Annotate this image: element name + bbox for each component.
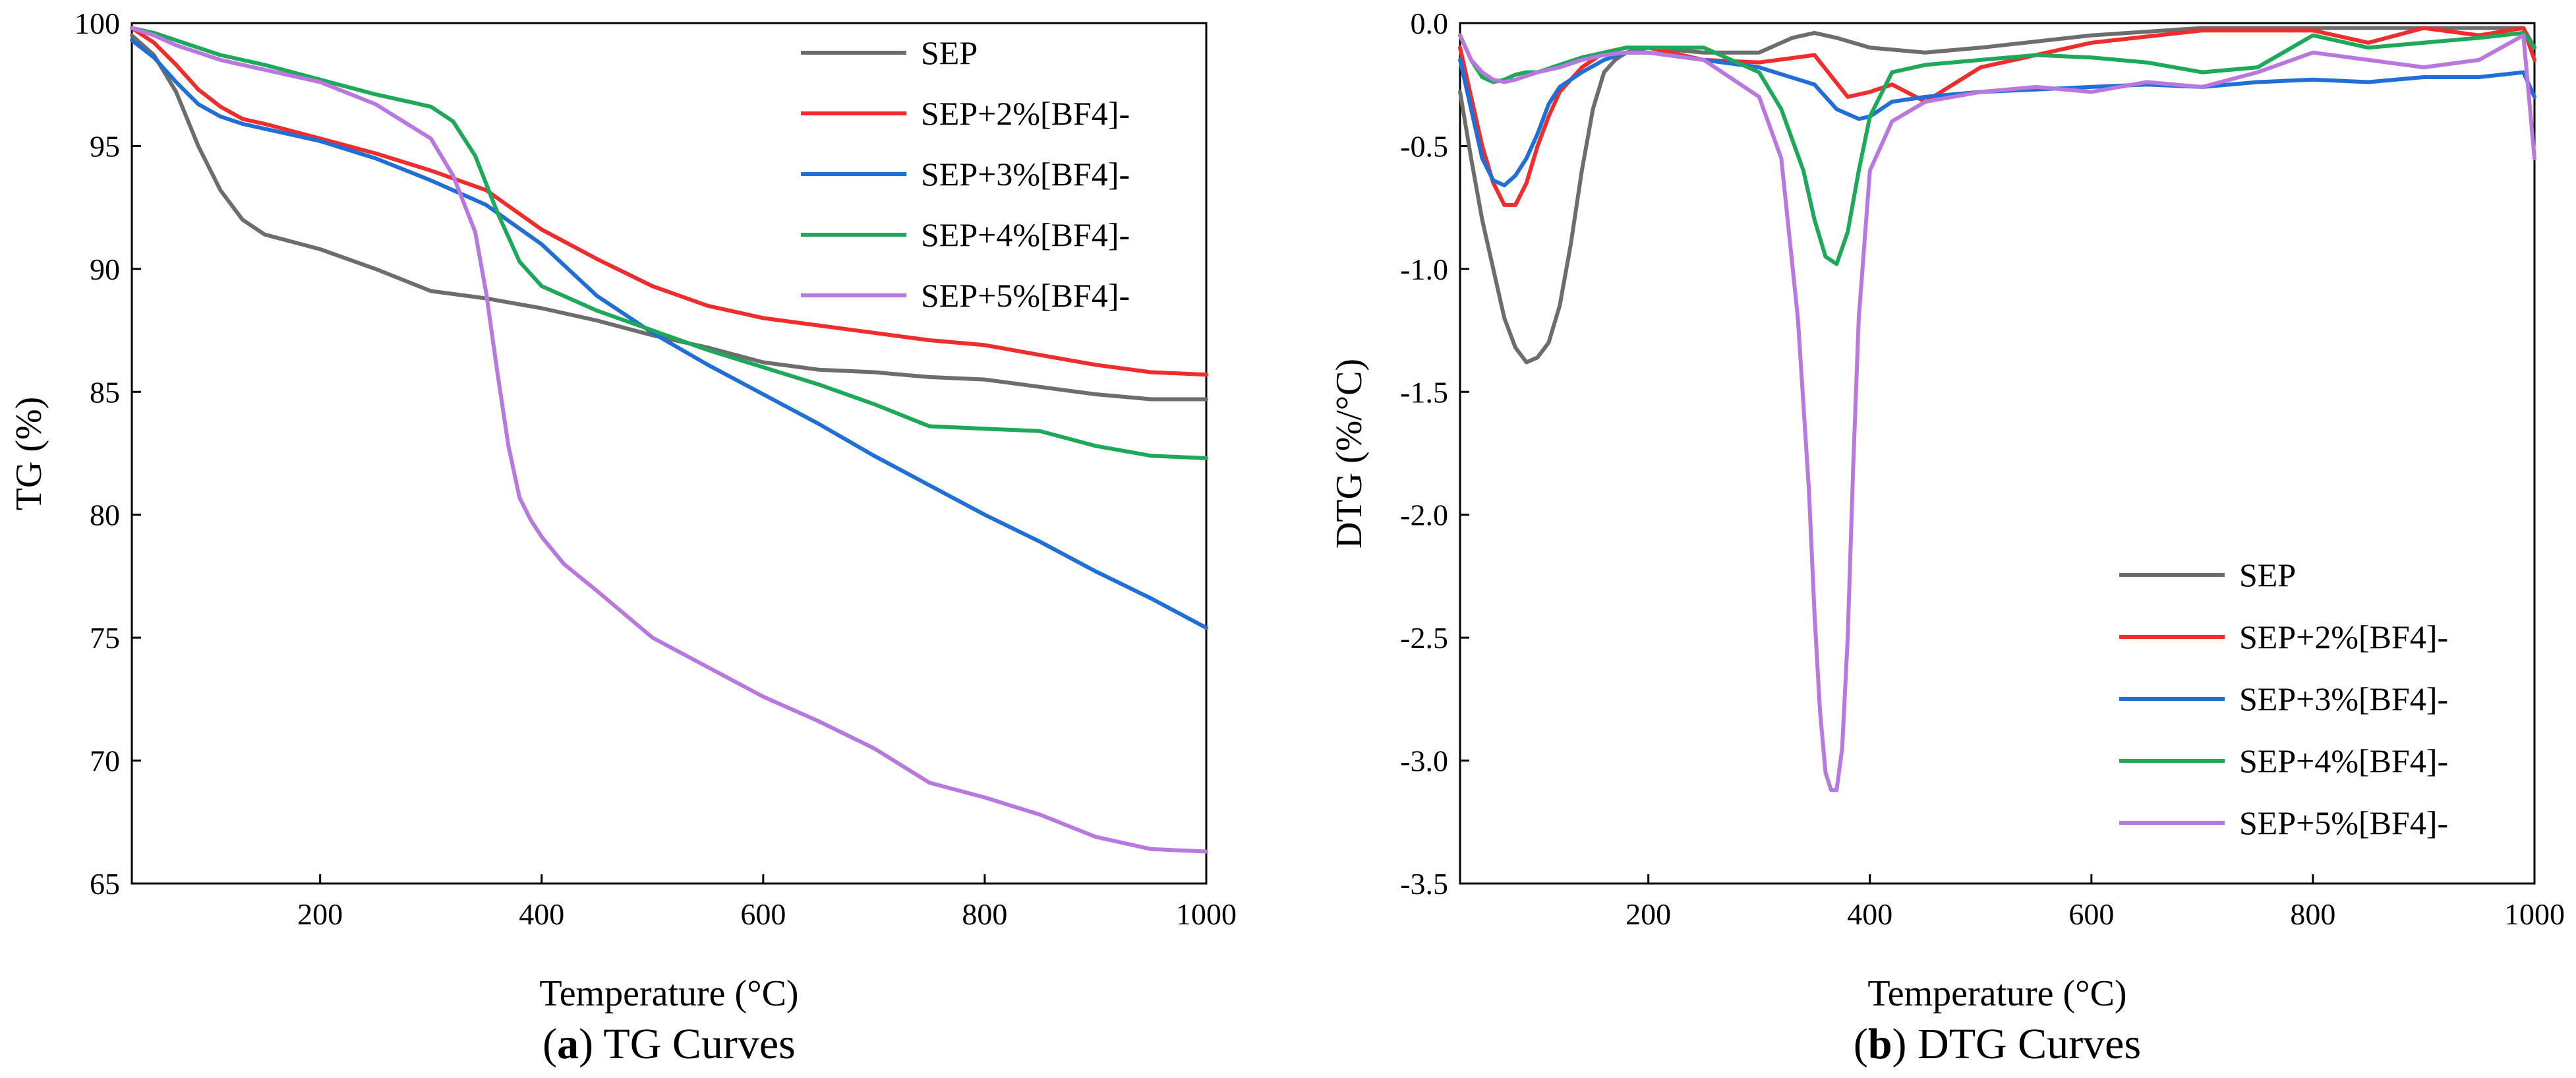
panel-a-y-tick-label: 95 [90,129,120,163]
panel-a-y-tick-label: 65 [90,867,120,901]
panel-b-legend-label-0: SEP [2239,556,2296,593]
panel-b-y-tick-label: -3.5 [1400,867,1448,901]
panel-b-caption: (b) DTG Curves [1854,1020,2141,1068]
panel-b-legend: SEP SEP+2%[BF4]- SEP+3%[BF4]- SEP+4%[BF4]- S… [2119,556,2448,841]
panel-a-y-axis-title: TG (%) [9,397,49,511]
panel-b-series-line-2 [1458,50,2536,188]
panel-a-series-line-2 [130,38,1208,630]
panel-b-legend-label-1: SEP+2%[BF4]- [2239,618,2448,655]
panel-b-dtg-chart: 200 400 600 800 1000 -3.5 -3.0 -2.5 -2.0 -1.5 -1.0… [1329,7,2565,1068]
panel-b-legend-label-3: SEP+4%[BF4]- [2239,742,2448,779]
panel-b-ticks: 200 400 600 800 1000 -3.5 -3.0 -2.5 -2.0 -1.5 -1.0… [1400,7,2565,931]
panel-b-legend-label-4: SEP+5%[BF4]- [2239,804,2448,841]
panel-b-caption-text: DTG Curves [1917,1020,2141,1068]
panel-b-y-tick-label: -1.0 [1400,253,1448,286]
panel-b-y-tick-label: -1.5 [1400,375,1448,409]
panel-a-legend: SEP SEP+2%[BF4]- SEP+3%[BF4]- SEP+4%[BF4]- S… [801,34,1130,314]
panel-a-y-tick-label: 70 [90,744,120,778]
panel-a-series-lines [130,26,1208,854]
panel-a-y-tick-label: 80 [90,498,120,532]
panel-b-series-line-4 [1458,33,2536,793]
panel-b-y-tick-label: -3.0 [1400,744,1448,778]
panel-a-y-tick-label: 85 [90,375,120,409]
panel-b-plot-frame [1459,22,2536,885]
panel-a-caption: (a) TG Curves [542,1020,796,1068]
panel-a-series-line-0 [130,33,1208,402]
panel-a-x-tick-label: 400 [519,897,564,931]
panel-b-y-tick-label: 0.0 [1411,7,1449,40]
panel-b-x-tick-label: 400 [1847,897,1892,931]
panel-b-legend-label-2: SEP+3%[BF4]- [2239,680,2448,717]
panel-a-caption-text: TG Curves [603,1020,795,1068]
panel-b-series-lines [1458,26,2536,793]
panel-b-x-tick-label: 1000 [2504,897,2565,931]
panel-a-series-line-3 [130,26,1208,460]
panel-b-y-tick-label: -2.0 [1400,498,1448,532]
panel-b-series-line-3 [1458,30,2536,266]
panel-a-legend-label-0: SEP [921,34,978,71]
panel-b-y-tick-label: -2.5 [1400,621,1448,655]
panel-b-x-tick-label: 800 [2290,897,2335,931]
panel-a-y-tick-label: 100 [74,7,120,40]
panel-a-x-tick-label: 800 [962,897,1007,931]
panel-a-plot-frame [131,22,1208,885]
panel-a-legend-label-2: SEP+3%[BF4]- [921,156,1130,193]
panel-a-y-tick-label: 90 [90,253,120,286]
panel-a-ticks: 200 400 600 800 1000 65 70 75 80 85 90 95 100 [74,7,1237,931]
panel-b-y-axis-title: DTG (%/°C) [1329,359,1370,549]
panel-a-x-tick-label: 1000 [1176,897,1237,931]
panel-a-legend-label-1: SEP+2%[BF4]- [921,95,1130,132]
panel-b-y-tick-label: -0.5 [1400,129,1448,163]
panel-b-x-tick-label: 600 [2068,897,2114,931]
panel-b-caption-letter: b [1868,1020,1892,1068]
panel-b-series-line-0 [1458,26,2536,365]
panel-b-x-axis-title: Temperature (°C) [1867,973,2126,1014]
panel-a-x-tick-label: 200 [297,897,343,931]
panel-a-x-axis-title: Temperature (°C) [539,973,798,1014]
panel-a-series-line-4 [130,26,1208,854]
panel-a-series-line-1 [130,26,1208,377]
panel-a-caption-letter: a [557,1020,579,1068]
panel-b-x-tick-label: 200 [1625,897,1671,931]
panel-a-x-tick-label: 600 [740,897,786,931]
panel-a-y-tick-label: 75 [90,621,120,655]
panel-a-legend-label-4: SEP+5%[BF4]- [921,277,1130,314]
panel-a-legend-label-3: SEP+4%[BF4]- [921,216,1130,253]
